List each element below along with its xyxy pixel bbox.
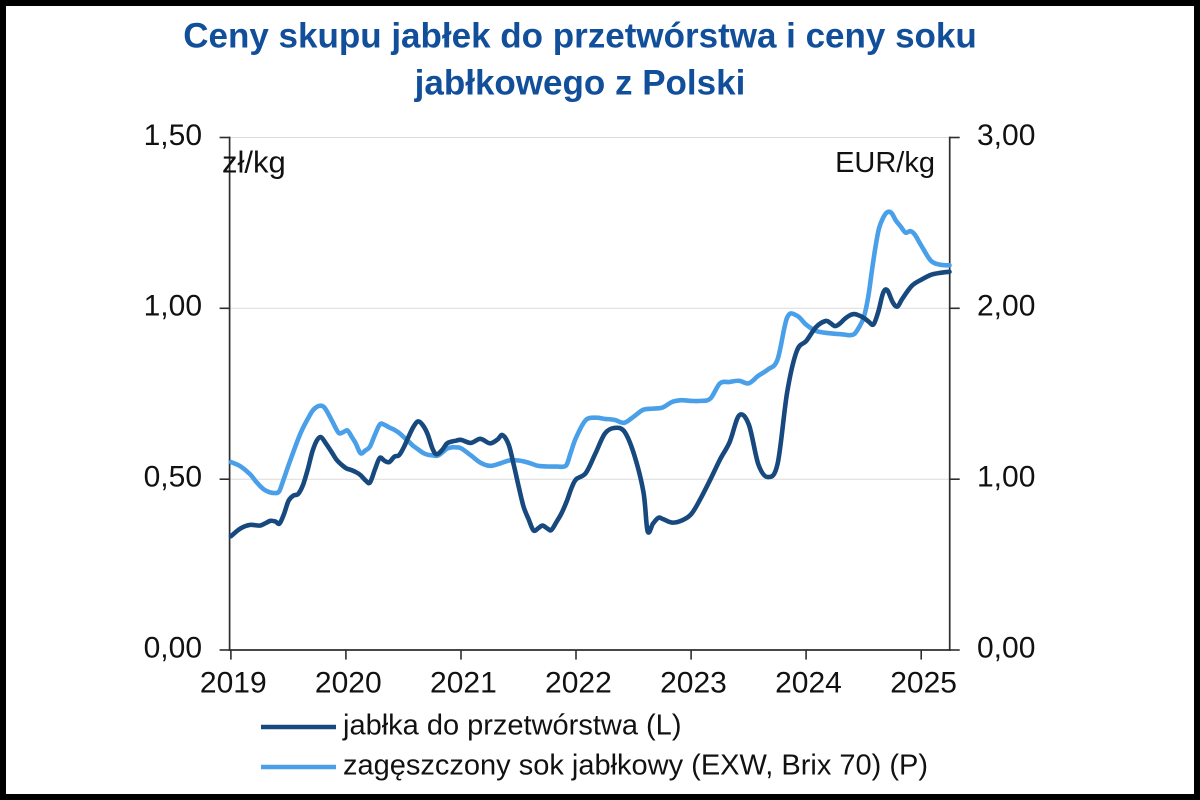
svg-text:2024: 2024 (775, 667, 842, 700)
svg-text:2021: 2021 (430, 667, 497, 700)
svg-text:3,00: 3,00 (977, 119, 1035, 152)
svg-text:1,00: 1,00 (977, 461, 1035, 494)
svg-text:2022: 2022 (545, 667, 612, 700)
svg-text:2025: 2025 (890, 667, 957, 700)
svg-text:jabłka do przetwórstwa (L): jabłka do przetwórstwa (L) (342, 710, 681, 742)
svg-text:zagęszczony sok jabłkowy (EXW,: zagęszczony sok jabłkowy (EXW, Brix 70) … (343, 750, 928, 782)
svg-text:1,00: 1,00 (144, 290, 202, 323)
svg-text:jabłkowego z Polski: jabłkowego z Polski (414, 64, 746, 103)
svg-text:EUR/kg: EUR/kg (835, 147, 935, 179)
svg-text:0,50: 0,50 (144, 461, 202, 494)
svg-text:0,00: 0,00 (977, 631, 1035, 664)
svg-text:2023: 2023 (660, 667, 727, 700)
svg-text:1,50: 1,50 (144, 119, 202, 152)
svg-text:0,00: 0,00 (144, 631, 202, 664)
svg-text:2,00: 2,00 (977, 290, 1035, 323)
svg-text:2019: 2019 (200, 667, 267, 700)
svg-text:zł/kg: zł/kg (222, 145, 286, 180)
svg-text:Ceny skupu jabłek do przetwórs: Ceny skupu jabłek do przetwórstwa i ceny… (183, 17, 977, 56)
svg-text:2020: 2020 (315, 667, 382, 700)
